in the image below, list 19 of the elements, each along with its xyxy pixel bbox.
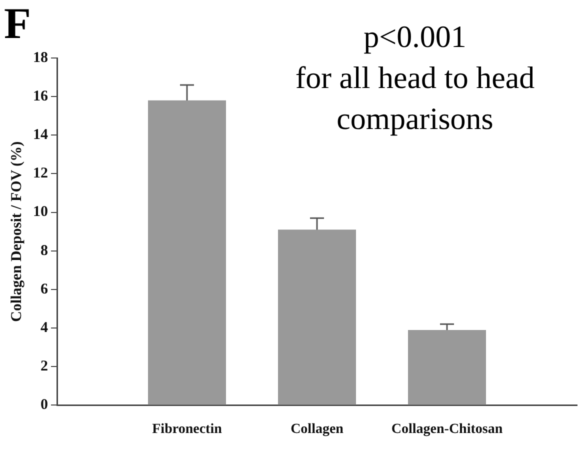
y-tick-label: 0 <box>40 397 48 414</box>
x-tick-label: Collagen <box>290 422 344 438</box>
y-tick-label: 8 <box>40 242 48 259</box>
y-tick-label: 2 <box>40 358 48 374</box>
y-tick-label: 14 <box>33 127 48 144</box>
bar <box>408 330 486 405</box>
y-tick-label: 10 <box>33 204 48 220</box>
y-axis-title: Collagen Deposit / FOV (%) <box>8 141 25 322</box>
y-tick-label: 18 <box>33 50 48 66</box>
y-tick-label: 12 <box>33 166 48 182</box>
x-tick-label: Fibronectin <box>152 422 222 438</box>
y-tick-label: 16 <box>33 88 48 104</box>
bar <box>148 100 226 405</box>
annotation: p<0.001 for all head to head comparisons <box>294 18 536 138</box>
bar <box>278 230 356 405</box>
y-tick-label: 6 <box>40 281 48 298</box>
x-tick-label: Collagen-Chitosan <box>391 422 503 438</box>
chart-title: F <box>4 0 31 48</box>
y-tick-label: 4 <box>40 320 48 336</box>
